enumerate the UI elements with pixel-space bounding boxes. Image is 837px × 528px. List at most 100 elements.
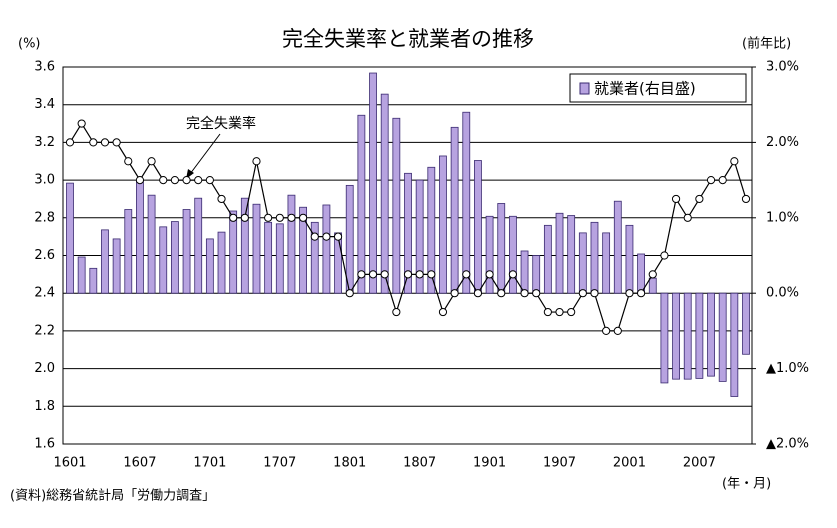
line-marker bbox=[135, 176, 145, 185]
bar bbox=[229, 210, 238, 294]
line-marker bbox=[741, 194, 751, 204]
line-marker bbox=[485, 270, 494, 279]
y-tick-label: 3.0 bbox=[34, 173, 55, 188]
y-tick-label: 2.2 bbox=[34, 323, 55, 338]
line-marker bbox=[578, 289, 587, 298]
bar bbox=[77, 256, 86, 294]
line-marker bbox=[89, 138, 98, 147]
bar bbox=[345, 184, 354, 294]
line-marker bbox=[706, 176, 716, 185]
y2-tick-label: 0.0% bbox=[766, 286, 799, 301]
bar bbox=[555, 212, 564, 294]
bar bbox=[369, 72, 377, 294]
line-marker bbox=[252, 157, 261, 166]
line-marker bbox=[229, 213, 238, 222]
bar bbox=[427, 166, 436, 294]
bar bbox=[567, 215, 576, 294]
bar bbox=[287, 194, 296, 294]
bar bbox=[672, 292, 680, 380]
bar bbox=[101, 229, 109, 294]
line-marker bbox=[648, 270, 657, 279]
line-marker bbox=[450, 289, 459, 298]
y-tick-label: 1.8 bbox=[34, 399, 55, 414]
line-marker bbox=[415, 270, 424, 279]
line-marker bbox=[345, 289, 354, 298]
bar bbox=[404, 172, 412, 294]
y-axis-label: (%) bbox=[18, 37, 41, 52]
bar bbox=[648, 277, 657, 294]
y-tick-label: 3.6 bbox=[34, 60, 55, 75]
x-tick-label: 1807 bbox=[403, 456, 436, 471]
y2-tick-label: ▲1.0% bbox=[766, 361, 809, 376]
bar bbox=[275, 223, 284, 294]
line-marker bbox=[567, 307, 576, 317]
bar bbox=[159, 226, 168, 294]
line-marker bbox=[671, 194, 681, 204]
chart-title: 完全失業率と就業者の推移 bbox=[282, 27, 534, 51]
bar bbox=[240, 197, 249, 294]
source-note: (資料)総務省統計局「労働力調査」 bbox=[10, 488, 215, 504]
bar bbox=[730, 292, 739, 397]
line-marker bbox=[555, 307, 564, 317]
line-marker bbox=[333, 232, 343, 241]
line-marker bbox=[613, 326, 622, 335]
y-tick-label: 1.6 bbox=[34, 437, 55, 452]
x-tick-label: 2007 bbox=[683, 456, 716, 471]
y-tick-label: 3.2 bbox=[34, 135, 55, 150]
bar bbox=[683, 292, 692, 380]
line-marker bbox=[637, 289, 646, 298]
line-marker bbox=[532, 289, 541, 298]
bar bbox=[718, 292, 727, 382]
line-marker bbox=[100, 138, 110, 147]
bar bbox=[508, 215, 517, 294]
bar bbox=[625, 224, 634, 294]
line-marker bbox=[124, 157, 133, 166]
bar bbox=[66, 182, 74, 294]
bar bbox=[578, 232, 587, 294]
bar bbox=[170, 221, 179, 294]
line-marker bbox=[112, 138, 121, 147]
bar bbox=[205, 238, 214, 294]
bar bbox=[637, 253, 646, 294]
bar bbox=[392, 117, 401, 294]
bar bbox=[264, 221, 273, 294]
bar bbox=[613, 200, 622, 294]
bar bbox=[520, 250, 529, 294]
bar bbox=[357, 114, 366, 294]
y-tick-label: 3.4 bbox=[34, 97, 55, 112]
line-marker bbox=[310, 232, 319, 241]
legend-swatch bbox=[579, 82, 590, 95]
annotation-arrow bbox=[189, 133, 221, 175]
x-tick-label: 1901 bbox=[473, 456, 506, 471]
bar bbox=[532, 255, 541, 294]
bar bbox=[543, 224, 552, 294]
y2-tick-label: 2.0% bbox=[766, 135, 799, 150]
legend-label: 就業者(右目盛) bbox=[594, 80, 696, 98]
line-marker bbox=[403, 270, 413, 279]
bar bbox=[136, 179, 144, 294]
bar bbox=[147, 194, 156, 294]
x-tick-label: 1801 bbox=[333, 456, 366, 471]
x-tick-label: 1907 bbox=[543, 456, 576, 471]
line-marker bbox=[508, 270, 517, 279]
line-marker bbox=[438, 307, 448, 317]
bar bbox=[89, 267, 98, 294]
y2-axis-label: (前年比) bbox=[742, 36, 791, 52]
line-marker bbox=[357, 270, 366, 279]
line-marker bbox=[182, 176, 191, 185]
line-marker bbox=[602, 326, 611, 335]
bar bbox=[334, 232, 342, 294]
bar bbox=[695, 292, 704, 379]
line-marker bbox=[590, 289, 599, 298]
y-tick-label: 2.4 bbox=[34, 286, 55, 301]
bar bbox=[194, 197, 203, 294]
bar bbox=[439, 155, 447, 294]
line-marker bbox=[520, 289, 529, 298]
line-marker bbox=[462, 270, 471, 279]
line-marker bbox=[683, 213, 692, 222]
line-marker bbox=[77, 119, 86, 128]
bar bbox=[497, 203, 506, 294]
bar bbox=[112, 238, 121, 294]
y2-tick-label: 3.0% bbox=[766, 60, 799, 75]
